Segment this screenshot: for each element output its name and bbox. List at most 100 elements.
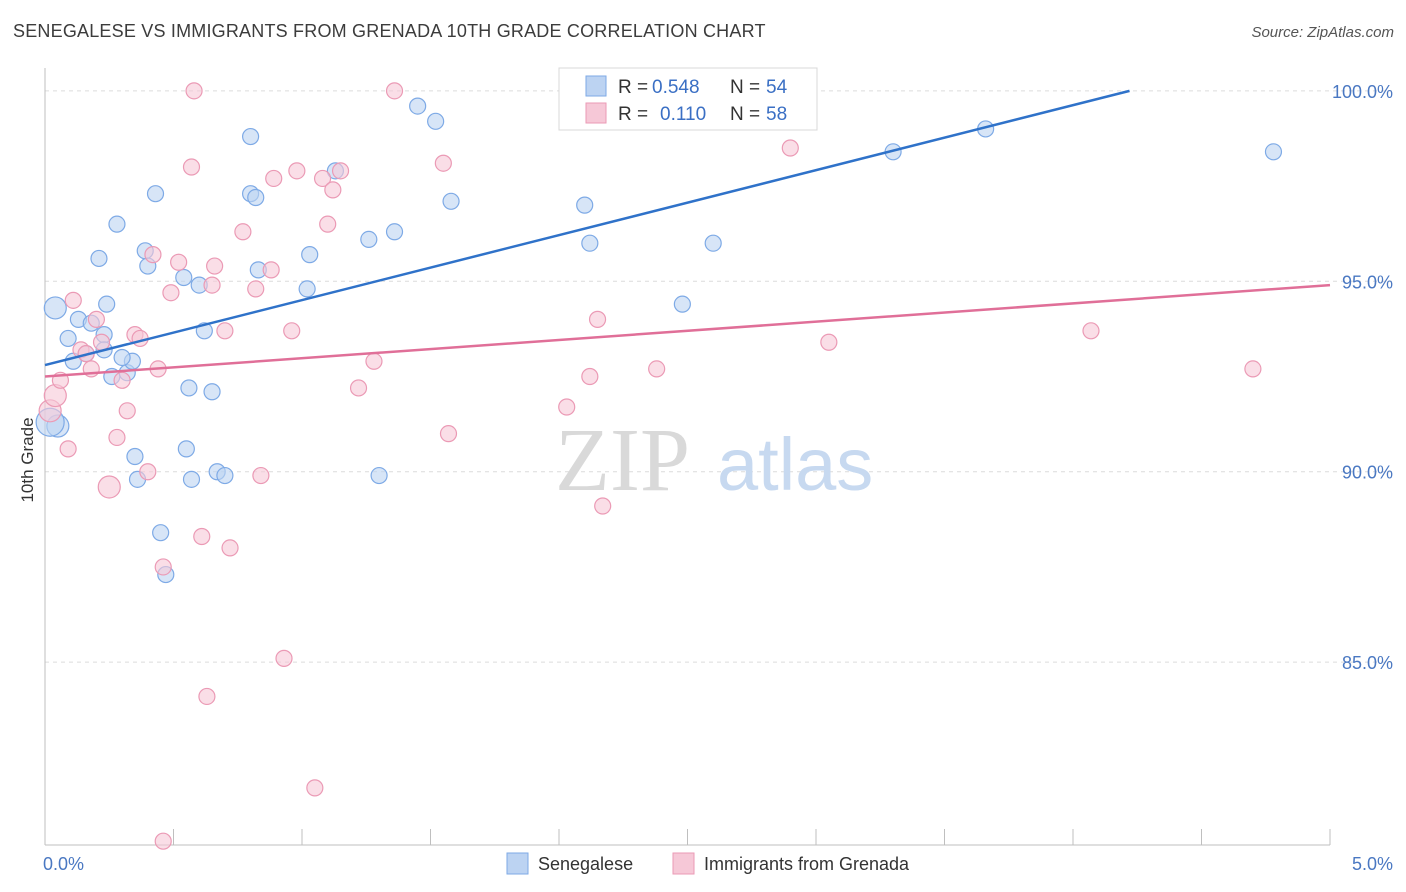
series-0-point-9 [98, 295, 116, 313]
series-1-point-58 [154, 832, 172, 850]
scatter-points [35, 82, 1283, 850]
series-1-point-35 [275, 649, 293, 667]
series-1-point-55 [820, 333, 838, 351]
series-0-point-46 [581, 234, 599, 252]
series-1-point-31 [247, 280, 265, 298]
series-1-point-34 [265, 169, 283, 188]
series-1-point-45 [385, 82, 404, 100]
series-1-point-43 [349, 379, 368, 397]
series-1-point-56 [1082, 322, 1100, 340]
series-0-point-0 [43, 296, 67, 320]
x-tick-labels: 0.0% 5.0% [43, 854, 1393, 874]
series-1-point-3 [59, 440, 77, 458]
series-0-point-22 [177, 440, 195, 458]
legend-n-label-1: N = [730, 77, 760, 98]
series-1-point-32 [252, 466, 270, 485]
series-0-point-47 [673, 295, 691, 313]
legend-r-value-1: 0.548 [652, 77, 700, 98]
legend-r-label-1: R = [618, 77, 648, 98]
series-1-point-42 [331, 162, 350, 180]
series-1-point-17 [144, 246, 162, 264]
series-0-point-13 [108, 215, 126, 233]
series-0-point-25 [182, 470, 201, 488]
legend-n-value-1: 54 [766, 77, 788, 98]
series-1-point-30 [234, 223, 252, 241]
series-0-point-30 [216, 466, 234, 485]
series-legend-swatch-senegalese [506, 852, 529, 875]
series-0-point-28 [203, 383, 221, 401]
legend-swatch-senegalese [585, 75, 607, 97]
series-1-point-24 [193, 527, 211, 546]
series-1-point-22 [182, 158, 201, 176]
series-1-point-23 [185, 82, 203, 100]
series-0-point-42 [409, 97, 427, 115]
series-1-point-29 [221, 539, 239, 557]
series-0-point-53 [113, 348, 131, 367]
series-0-point-39 [360, 230, 378, 248]
watermark-zip: ZIP [555, 411, 690, 510]
series-1-point-4 [64, 291, 82, 309]
series-1-point-9 [92, 333, 111, 351]
series-1-point-28 [216, 322, 234, 340]
series-0-point-20 [146, 185, 165, 203]
grid-lines [45, 90, 1392, 663]
series-1-point-19 [154, 558, 172, 576]
series-1-points [38, 82, 1262, 850]
series-1-point-26 [203, 276, 221, 294]
series-1-point-46 [434, 154, 452, 172]
watermark-atlas: atlas [717, 423, 873, 506]
y-axis-label: 10th Grade [18, 417, 37, 502]
legend-swatch-grenada [585, 102, 607, 124]
y-tick-label-0: 100.0% [1332, 82, 1393, 102]
series-1-trend-line [44, 283, 1331, 378]
series-1-point-54 [781, 139, 799, 157]
series-0-point-37 [301, 246, 319, 264]
series-1-point-36 [283, 322, 301, 340]
trend-lines [44, 89, 1331, 378]
series-0-point-3 [59, 329, 77, 348]
series-legend-label-senegalese: Senegalese [538, 854, 633, 874]
legend-n-label-2: N = [730, 104, 760, 125]
series-0-point-24 [180, 379, 198, 397]
series-0-point-36 [298, 280, 316, 298]
legend-n-value-2: 58 [766, 104, 787, 125]
series-0-point-52 [1264, 143, 1283, 161]
series-0-point-41 [385, 223, 404, 241]
axes [44, 68, 1331, 846]
series-1-point-48 [558, 398, 576, 416]
series-1-point-37 [288, 162, 306, 180]
y-tick-label-2: 90.0% [1342, 463, 1393, 483]
series-1-point-33 [262, 261, 280, 279]
series-1-point-16 [139, 463, 157, 481]
series-legend-swatch-grenada [672, 852, 695, 875]
series-1-point-41 [324, 181, 342, 199]
x-tick-label-1: 5.0% [1352, 854, 1393, 874]
series-1-point-50 [588, 310, 607, 328]
series-1-point-25 [198, 687, 216, 706]
series-1-point-44 [365, 352, 383, 370]
series-1-point-39 [313, 169, 332, 188]
y-tick-labels: 100.0% 95.0% 90.0% 85.0% [1332, 82, 1393, 673]
y-tick-label-1: 95.0% [1342, 272, 1393, 292]
series-0-point-34 [242, 127, 260, 146]
series-1-point-51 [594, 497, 612, 515]
series-1-point-12 [113, 371, 131, 389]
source-label: Source: ZipAtlas.com [1251, 24, 1394, 41]
series-0-trend-line [44, 89, 1130, 367]
series-1-point-20 [162, 284, 180, 302]
series-0-point-45 [576, 196, 594, 214]
series-0-point-8 [90, 249, 108, 268]
series-legend-label-grenada: Immigrants from Grenada [704, 854, 910, 874]
series-1-point-53 [648, 360, 666, 378]
series-1-point-38 [306, 779, 324, 797]
x-tick-label-0: 0.0% [43, 854, 84, 874]
series-1-point-47 [439, 425, 458, 443]
series-0-point-40 [370, 466, 388, 485]
stats-legend: R = 0.548 N = 54 R = 0.110 N = 58 [558, 67, 818, 131]
series-0-point-23 [175, 268, 193, 287]
chart-title: SENEGALESE VS IMMIGRANTS FROM GRENADA 10… [13, 21, 766, 41]
series-0-point-48 [704, 234, 722, 252]
series-0-point-43 [427, 112, 445, 130]
series-1-point-11 [108, 428, 126, 447]
